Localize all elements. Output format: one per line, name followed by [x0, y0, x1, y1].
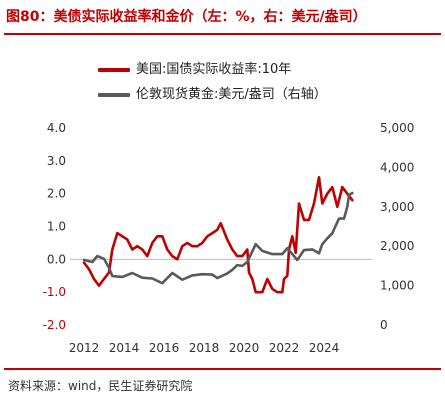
legend-swatch-gold — [98, 92, 130, 97]
y-right-tick-label: 0 — [380, 318, 388, 332]
y-left-tick-label: -2.0 — [43, 318, 66, 332]
x-tick-label: 2024 — [309, 341, 340, 355]
chart-title: 图80：美债实际收益率和金价（左：%，右：美元/盎司） — [6, 9, 367, 25]
y-left-tick-label: 0.0 — [47, 252, 66, 266]
x-tick-label: 2020 — [229, 341, 260, 355]
series-line-gold — [82, 191, 354, 285]
series-line-real-yield — [82, 176, 354, 294]
y-left-tick-label: 2.0 — [47, 187, 66, 201]
title-rule — [4, 33, 441, 35]
y-left-tick-label: 1.0 — [47, 220, 66, 234]
y-left-tick-label: -1.0 — [43, 285, 66, 299]
x-tick-label: 2014 — [109, 341, 140, 355]
y-right-tick-label: 1,000 — [380, 279, 414, 293]
y-right-tick-label: 4,000 — [380, 160, 414, 174]
x-tick-label: 2016 — [149, 341, 180, 355]
y-left-tick-label: 3.0 — [47, 154, 66, 168]
y-right-tick-label: 2,000 — [380, 239, 414, 253]
y-left-tick-label: 4.0 — [47, 121, 66, 135]
source-note: 资料来源：wind，民生证券研究院 — [8, 379, 193, 393]
x-tick-label: 2018 — [189, 341, 220, 355]
x-tick-label: 2022 — [269, 341, 300, 355]
legend-item-gold: 伦敦现货黄金:美元/盎司（右轴） — [98, 83, 327, 102]
legend-item-real-yield: 美国:国债实际收益率:10年 — [98, 58, 291, 77]
y-right-tick-label: 5,000 — [380, 121, 414, 135]
x-tick-label: 2012 — [69, 341, 100, 355]
legend-swatch-real-yield — [98, 67, 130, 72]
source-rule — [4, 368, 441, 370]
legend-label-real-yield: 美国:国债实际收益率:10年 — [136, 62, 292, 77]
y-right-tick-label: 3,000 — [380, 200, 414, 214]
legend-label-gold: 伦敦现货黄金:美元/盎司（右轴） — [136, 87, 327, 102]
